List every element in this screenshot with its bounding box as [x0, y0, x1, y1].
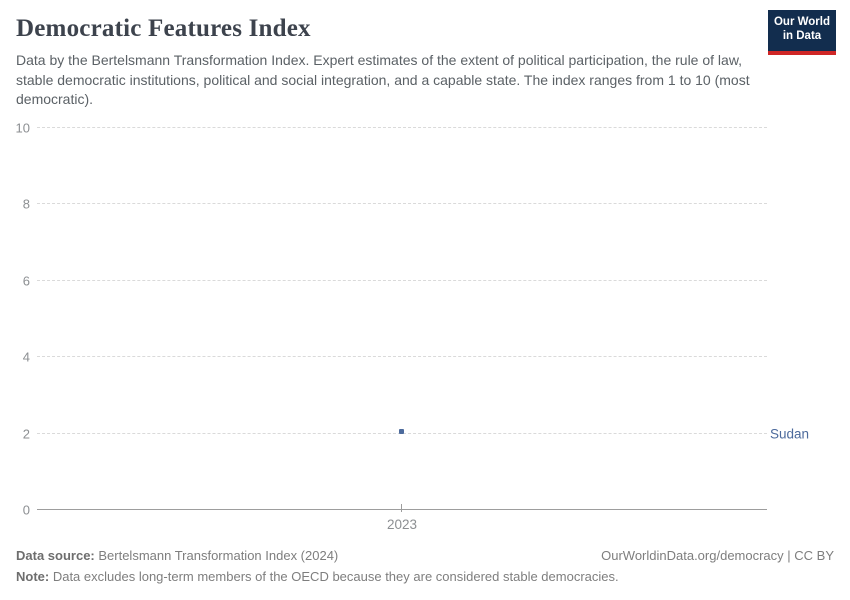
- owid-url-license-link[interactable]: OurWorldinData.org/democracy | CC BY: [601, 548, 834, 563]
- y-tick-label: 4: [22, 349, 30, 365]
- data-source-line: Data source: Bertelsmann Transformation …: [16, 548, 338, 564]
- note-line: Note: Data excludes long-term members of…: [16, 569, 619, 585]
- gridline: [37, 203, 767, 204]
- y-tick-label: 10: [15, 120, 30, 136]
- y-tick-label: 2: [22, 426, 30, 442]
- gridline: [37, 280, 767, 281]
- y-tick-label: 6: [22, 273, 30, 289]
- page-title: Democratic Features Index: [16, 15, 311, 42]
- data-source-label: Data source:: [16, 548, 95, 563]
- owid-logo-line1: Our World: [773, 16, 830, 28]
- note-value: Data excludes long-term members of the O…: [49, 569, 619, 584]
- entity-label-sudan[interactable]: Sudan: [770, 426, 810, 442]
- note-label: Note:: [16, 569, 50, 584]
- owid-logo: Our World in Data: [768, 10, 836, 55]
- axis-line: [37, 509, 767, 510]
- owid-logo-line2: in Data: [782, 30, 822, 42]
- data-source-value: Bertelsmann Transformation Index (2024): [94, 548, 339, 563]
- x-tick-label: 2023: [386, 517, 418, 532]
- y-tick-label: 8: [22, 196, 30, 212]
- y-tick-label: 0: [22, 502, 30, 518]
- gridline: [37, 356, 767, 357]
- data-point-sudan[interactable]: [399, 429, 404, 435]
- gridline: [37, 127, 767, 128]
- chart-subtitle: Data by the Bertelsmann Transformation I…: [16, 52, 750, 107]
- x-tick-mark: [401, 504, 402, 512]
